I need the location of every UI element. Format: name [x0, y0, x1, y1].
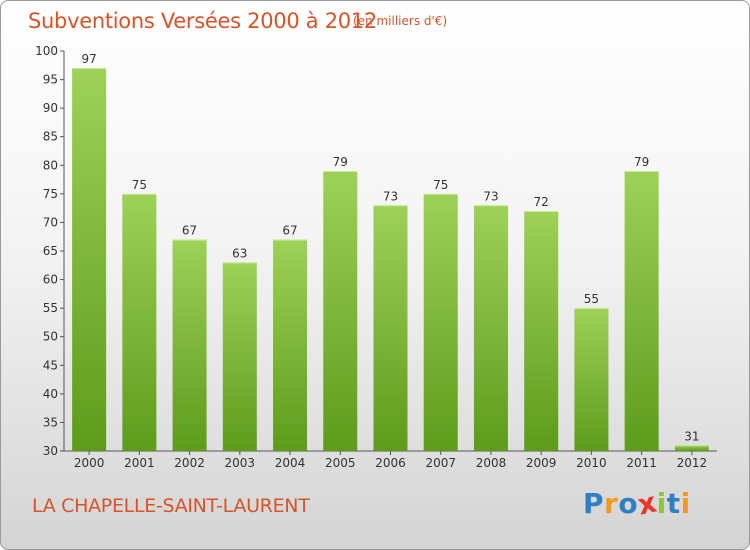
- bar-2012: [674, 445, 709, 451]
- data-label-2001: 75: [132, 178, 147, 192]
- bar-2000: [72, 68, 107, 452]
- bar-2001: [122, 193, 157, 451]
- x-tick-label-2002: 2002: [174, 456, 205, 470]
- bar-2010: [574, 308, 609, 451]
- x-tick-label-2009: 2009: [526, 456, 557, 470]
- bar-2002: [172, 239, 207, 451]
- data-label-2003: 63: [232, 246, 247, 260]
- logo-letter: i: [680, 487, 691, 520]
- y-tick-label: 55: [43, 301, 58, 315]
- x-tick-label-2011: 2011: [626, 456, 657, 470]
- x-tick-label-2000: 2000: [74, 456, 105, 470]
- data-label-2010: 55: [584, 292, 599, 306]
- chart-unit: (en milliers d'€): [353, 14, 448, 28]
- y-tick-label: 60: [43, 273, 58, 287]
- x-tick-label-2004: 2004: [275, 456, 306, 470]
- bar-2004: [273, 239, 308, 451]
- bar-2011: [624, 171, 659, 451]
- y-tick-label: 85: [43, 130, 58, 144]
- data-label-2000: 97: [81, 52, 96, 66]
- y-tick-label: 65: [43, 244, 58, 258]
- x-tick-label-2006: 2006: [375, 456, 406, 470]
- logo-letter: r: [604, 487, 619, 520]
- bar-2007: [423, 193, 458, 451]
- x-tick-label-2005: 2005: [325, 456, 356, 470]
- proxiti-logo: Proxiti: [583, 485, 691, 521]
- logo-letter: P: [583, 487, 605, 520]
- y-tick-label: 50: [43, 330, 58, 344]
- y-tick-label: 40: [43, 387, 58, 401]
- y-tick-label: 100: [35, 44, 58, 58]
- y-tick-label: 45: [43, 358, 58, 372]
- data-label-2007: 75: [433, 178, 448, 192]
- bar-2008: [473, 205, 508, 451]
- logo-letter: t: [666, 487, 681, 520]
- y-tick-label: 70: [43, 215, 58, 229]
- bar-2003: [222, 262, 257, 451]
- y-tick-label: 95: [43, 73, 58, 87]
- chart-title: Subventions Versées 2000 à 2012: [28, 9, 377, 33]
- data-label-2006: 73: [383, 189, 398, 203]
- data-label-2004: 67: [282, 224, 297, 238]
- x-tick-label-2003: 2003: [225, 456, 256, 470]
- y-tick-label: 75: [43, 187, 58, 201]
- x-tick-label-2008: 2008: [476, 456, 507, 470]
- bar-2009: [524, 211, 559, 451]
- bar-2005: [323, 171, 358, 451]
- logo-letter: o: [618, 487, 639, 520]
- data-label-2002: 67: [182, 224, 197, 238]
- y-tick-label: 90: [43, 101, 58, 115]
- commune-name: LA CHAPELLE-SAINT-LAURENT: [32, 495, 310, 517]
- x-tick-label-2007: 2007: [425, 456, 456, 470]
- x-tick-label-2012: 2012: [677, 456, 708, 470]
- y-tick-label: 80: [43, 158, 58, 172]
- x-tick-label-2010: 2010: [576, 456, 607, 470]
- data-label-2008: 73: [483, 189, 498, 203]
- x-tick-label-2001: 2001: [124, 456, 155, 470]
- data-label-2011: 79: [634, 155, 649, 169]
- y-tick-label: 30: [43, 444, 58, 458]
- bar-2006: [373, 205, 408, 451]
- data-label-2005: 79: [333, 155, 348, 169]
- data-label-2012: 31: [684, 429, 699, 443]
- logo-letter: i: [656, 487, 667, 520]
- data-label-2009: 72: [534, 195, 549, 209]
- y-tick-label: 35: [43, 415, 58, 429]
